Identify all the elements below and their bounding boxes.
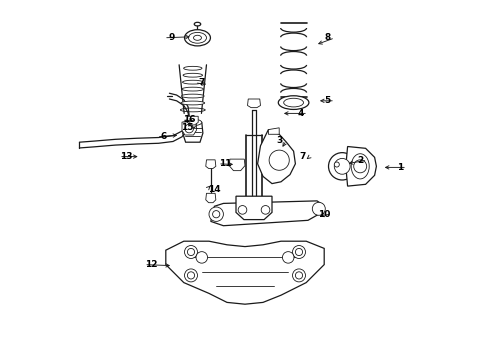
Polygon shape: [182, 122, 196, 135]
Text: 9: 9: [168, 33, 174, 42]
Text: 2: 2: [357, 156, 363, 165]
Circle shape: [185, 246, 197, 258]
Ellipse shape: [184, 66, 202, 70]
Text: 15: 15: [181, 123, 194, 132]
Text: 11: 11: [219, 159, 231, 168]
Circle shape: [334, 162, 339, 167]
Polygon shape: [236, 196, 272, 220]
Polygon shape: [206, 193, 216, 203]
Polygon shape: [269, 128, 279, 134]
Circle shape: [187, 248, 195, 256]
Circle shape: [293, 269, 305, 282]
Ellipse shape: [184, 119, 202, 126]
Ellipse shape: [194, 35, 201, 40]
Text: 6: 6: [161, 132, 167, 141]
Circle shape: [213, 211, 220, 218]
Polygon shape: [206, 160, 216, 168]
Polygon shape: [346, 147, 376, 186]
Polygon shape: [187, 116, 198, 125]
Polygon shape: [211, 201, 322, 226]
Text: 14: 14: [208, 184, 220, 194]
Circle shape: [196, 252, 208, 263]
Ellipse shape: [181, 101, 205, 105]
Text: 7: 7: [299, 152, 306, 161]
Circle shape: [209, 207, 223, 221]
Ellipse shape: [284, 98, 303, 107]
Text: 3: 3: [276, 136, 282, 145]
Text: 5: 5: [325, 96, 331, 105]
Circle shape: [261, 206, 270, 214]
Text: 8: 8: [325, 33, 331, 42]
Circle shape: [334, 158, 350, 174]
Circle shape: [328, 153, 356, 180]
Text: 13: 13: [120, 152, 132, 161]
Polygon shape: [183, 122, 203, 142]
Circle shape: [238, 206, 247, 214]
Circle shape: [312, 202, 325, 215]
Text: 12: 12: [145, 260, 158, 269]
Ellipse shape: [181, 94, 204, 98]
Polygon shape: [258, 130, 295, 184]
Text: 16: 16: [183, 115, 196, 124]
Ellipse shape: [180, 108, 205, 112]
Text: 7: 7: [198, 78, 205, 87]
Polygon shape: [229, 159, 245, 171]
Ellipse shape: [278, 96, 309, 109]
Circle shape: [282, 252, 294, 263]
Circle shape: [293, 246, 305, 258]
Circle shape: [185, 269, 197, 282]
Circle shape: [295, 248, 303, 256]
Ellipse shape: [189, 32, 206, 43]
Polygon shape: [166, 241, 324, 304]
Polygon shape: [247, 99, 261, 108]
Ellipse shape: [182, 87, 204, 91]
Circle shape: [354, 160, 367, 173]
Ellipse shape: [351, 154, 369, 179]
Text: 4: 4: [297, 109, 304, 118]
Ellipse shape: [185, 30, 210, 46]
Ellipse shape: [194, 22, 201, 26]
Text: 10: 10: [318, 210, 330, 219]
Circle shape: [187, 272, 195, 279]
Circle shape: [295, 272, 303, 279]
Ellipse shape: [185, 124, 194, 133]
Text: 1: 1: [397, 163, 403, 172]
Ellipse shape: [183, 73, 202, 77]
Circle shape: [269, 150, 289, 170]
Ellipse shape: [183, 80, 203, 84]
